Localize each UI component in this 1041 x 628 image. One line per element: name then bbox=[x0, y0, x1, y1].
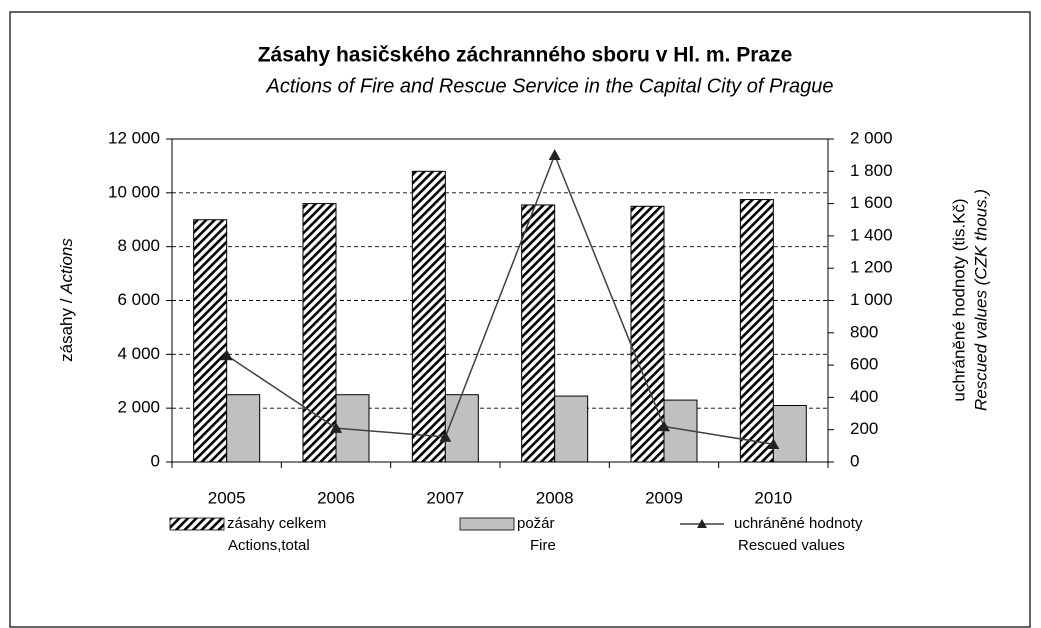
bar bbox=[226, 394, 261, 463]
y2-tick-label: 600 bbox=[850, 355, 878, 374]
x-tick-label: 2006 bbox=[317, 488, 355, 507]
bar bbox=[193, 219, 228, 463]
x-tick-label: 2010 bbox=[754, 488, 792, 507]
x-tick-label: 2007 bbox=[426, 488, 464, 507]
chart-title: Zásahy hasičského záchranného sboru v Hl… bbox=[258, 44, 793, 67]
marker bbox=[658, 420, 670, 432]
legend-swatch bbox=[459, 517, 515, 531]
y-axis-label-part: Actions bbox=[57, 238, 76, 295]
x-tick-label: 2005 bbox=[208, 488, 246, 507]
legend-label: uchráněné hodnoty bbox=[734, 515, 863, 532]
y-tick-label: 8 000 bbox=[117, 236, 160, 255]
legend-label: Rescued values bbox=[738, 537, 845, 554]
bar bbox=[302, 203, 337, 463]
y2-tick-label: 2 000 bbox=[850, 128, 893, 147]
legend-swatch bbox=[169, 517, 225, 531]
bar bbox=[739, 199, 774, 463]
legend-label: zásahy celkem bbox=[227, 515, 326, 532]
legend-label: Actions,total bbox=[228, 537, 310, 554]
y-axis-label-part: zásahy / bbox=[57, 294, 76, 362]
bar bbox=[521, 204, 556, 463]
legend-label: požár bbox=[517, 515, 555, 532]
y2-tick-label: 800 bbox=[850, 322, 878, 341]
y-tick-label: 12 000 bbox=[108, 128, 160, 147]
y2-tick-label: 1 400 bbox=[850, 225, 893, 244]
y2-tick-label: 1 000 bbox=[850, 290, 893, 309]
frame bbox=[9, 11, 1031, 628]
y2-tick-label: 1 200 bbox=[850, 258, 893, 277]
bar bbox=[554, 395, 589, 463]
y-tick-label: 2 000 bbox=[117, 398, 160, 417]
y2-tick-label: 0 bbox=[850, 451, 859, 470]
bar bbox=[772, 404, 807, 463]
y2-axis-label: Rescued values (CZK thous.) bbox=[971, 189, 990, 411]
line bbox=[226, 153, 774, 445]
x-tick-label: 2009 bbox=[645, 488, 683, 507]
y-axis-label: zásahy / Actions bbox=[57, 238, 76, 362]
bar bbox=[444, 394, 479, 463]
y2-axis-label: uchráněné hodnoty (tis.Kč) bbox=[949, 198, 968, 401]
y-tick-label: 0 bbox=[151, 451, 160, 470]
marker bbox=[767, 438, 780, 450]
y-tick-label: 10 000 bbox=[108, 182, 160, 201]
y2-tick-label: 200 bbox=[850, 419, 878, 438]
marker bbox=[220, 349, 233, 361]
legend-label: Fire bbox=[530, 537, 556, 554]
x-tick-label: 2008 bbox=[536, 488, 574, 507]
bar bbox=[630, 205, 665, 463]
chart-subtitle: Actions of Fire and Rescue Service in th… bbox=[266, 75, 834, 97]
legend-marker bbox=[697, 519, 707, 528]
y2-tick-label: 1 800 bbox=[850, 161, 893, 180]
bar bbox=[411, 170, 446, 463]
marker bbox=[548, 149, 561, 160]
marker bbox=[439, 430, 452, 442]
y-tick-label: 4 000 bbox=[117, 344, 160, 363]
y2-tick-label: 400 bbox=[850, 387, 878, 406]
marker bbox=[330, 422, 342, 433]
y2-tick-label: 1 600 bbox=[850, 193, 893, 212]
y-tick-label: 6 000 bbox=[117, 290, 160, 309]
